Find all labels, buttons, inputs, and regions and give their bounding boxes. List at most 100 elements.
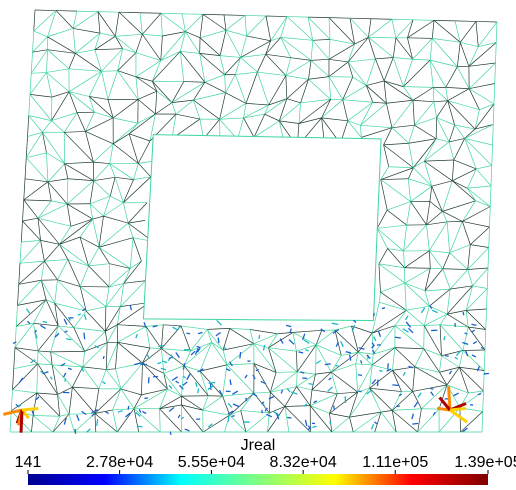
mesh-edge	[493, 125, 494, 146]
mesh-edge	[48, 37, 76, 54]
mesh-edge	[241, 57, 258, 72]
mesh-edge	[176, 114, 200, 119]
arrow	[229, 362, 232, 366]
tick-label: 2.78e+04	[86, 454, 153, 471]
mesh-edge	[37, 393, 58, 394]
mesh-edge	[113, 118, 138, 123]
mesh-edge	[176, 100, 193, 114]
arrow	[187, 374, 190, 380]
mesh-edge	[89, 264, 110, 266]
mesh-edge	[118, 71, 136, 77]
arrow	[378, 380, 379, 387]
mesh-edge	[460, 42, 469, 66]
mesh-edge	[392, 19, 413, 20]
mesh-edge	[203, 14, 224, 15]
arrow	[259, 335, 260, 339]
arrow	[350, 355, 351, 361]
mesh-edge	[200, 371, 208, 396]
mesh-edge	[105, 331, 107, 342]
arrow	[287, 417, 291, 418]
arrow	[372, 346, 374, 348]
mesh-edge	[460, 21, 476, 42]
arrow	[450, 408, 466, 410]
mesh-edge	[138, 141, 150, 163]
mesh-edge	[58, 326, 74, 328]
arrow	[135, 412, 140, 416]
arrow	[471, 324, 476, 325]
mesh-edge	[99, 247, 130, 268]
mesh-edge	[93, 162, 109, 163]
mesh-edge	[469, 63, 495, 89]
colorbar	[28, 474, 488, 485]
mesh-edge	[52, 365, 83, 367]
mesh-edge	[442, 181, 452, 212]
mesh-edge	[15, 323, 34, 347]
mesh-edge	[172, 82, 184, 103]
mesh-edge	[404, 251, 405, 268]
mesh-edge	[279, 121, 299, 124]
mesh-edge	[329, 18, 350, 19]
mesh-edge	[241, 54, 266, 57]
mesh-edge	[424, 325, 440, 326]
mesh-edge	[106, 287, 109, 307]
mesh-edge	[322, 99, 331, 118]
mesh-edge	[429, 306, 447, 314]
mesh-edge	[115, 12, 119, 36]
mesh-edge	[429, 289, 450, 306]
mesh-edge	[437, 118, 455, 125]
mesh-edge	[193, 93, 225, 100]
arrow	[40, 325, 45, 328]
mesh-edge	[384, 81, 413, 100]
mesh-edge	[56, 11, 73, 29]
mesh-edge	[257, 72, 268, 105]
mesh-edge	[297, 387, 311, 406]
mesh-edge	[59, 226, 70, 244]
mesh-edge	[83, 367, 106, 370]
mesh-edge	[163, 325, 181, 326]
mesh-edge	[392, 128, 409, 144]
mesh-edge	[180, 51, 184, 81]
mesh-edge	[335, 330, 358, 352]
mesh-edge	[98, 12, 115, 37]
arrow	[176, 353, 180, 358]
mesh-edge	[67, 204, 71, 226]
mesh-edge	[452, 169, 476, 181]
mesh-edge	[130, 238, 133, 269]
mesh-edge	[415, 367, 440, 372]
mesh-edge	[467, 188, 490, 206]
mesh-edge	[368, 19, 392, 37]
mesh-edge	[31, 72, 46, 73]
mesh-edge	[379, 264, 381, 292]
mesh-edge	[450, 286, 473, 289]
mesh-edge	[69, 53, 76, 68]
arrow	[481, 348, 484, 349]
arrow	[473, 342, 477, 344]
mesh-edge	[38, 204, 67, 218]
mesh-edge	[368, 19, 371, 38]
arrow	[281, 390, 282, 393]
mesh-edge	[454, 160, 476, 169]
mesh-edge	[89, 247, 99, 266]
mesh-edge	[150, 348, 161, 349]
mesh-edge	[193, 100, 199, 119]
arrow	[406, 322, 410, 327]
mesh-edge	[207, 328, 229, 329]
mesh-edge	[432, 20, 434, 38]
mesh-edge	[161, 13, 162, 36]
mesh-edge	[293, 330, 322, 332]
mesh-edge	[24, 182, 48, 200]
arrow	[445, 356, 449, 357]
mesh-edge	[443, 269, 450, 289]
mesh-edge	[25, 158, 26, 179]
arrow	[374, 422, 377, 424]
arrow	[183, 382, 188, 386]
arrow	[306, 350, 309, 351]
arrow	[462, 343, 468, 345]
mesh-edge	[172, 103, 176, 115]
mesh-edge	[73, 12, 98, 29]
mesh-edge	[225, 75, 226, 93]
mesh-edge	[386, 100, 413, 103]
mesh-edge	[372, 326, 395, 333]
mesh-edge	[141, 389, 167, 395]
